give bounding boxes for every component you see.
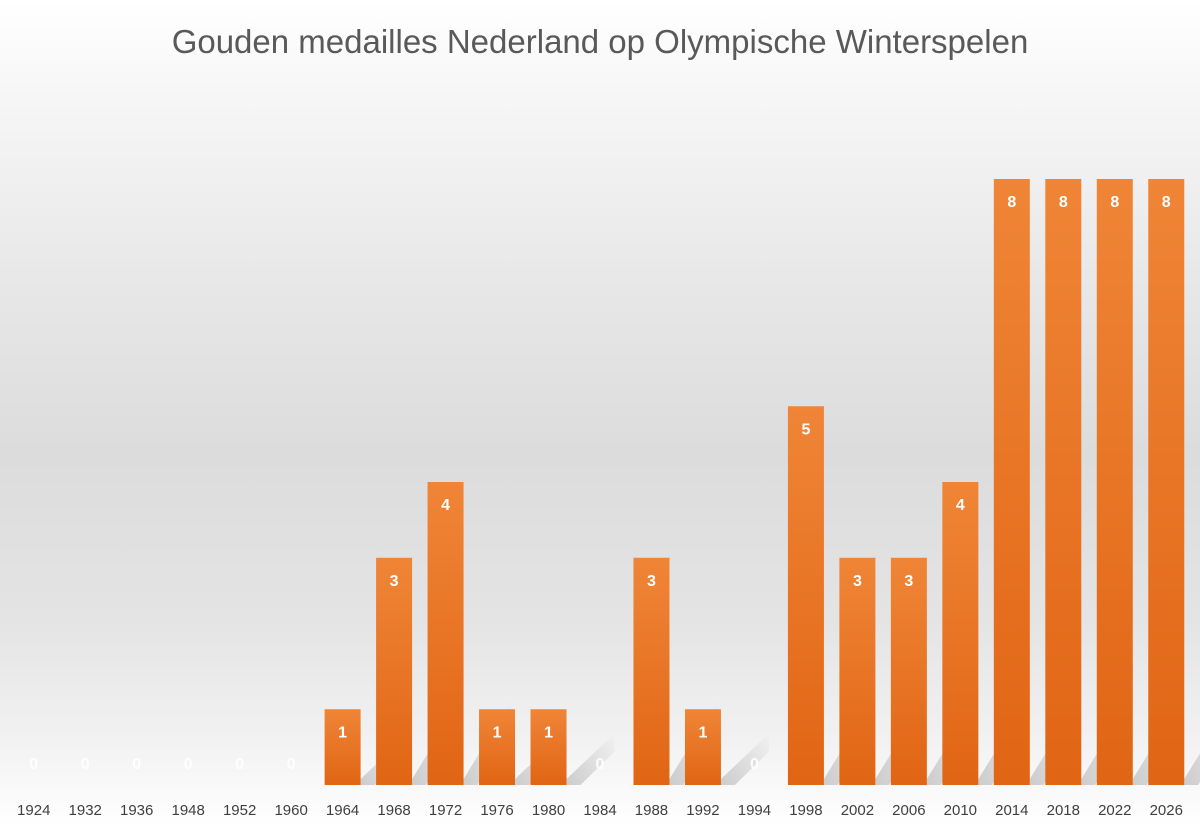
x-tick-2014: 2014: [995, 802, 1028, 819]
bar-1992: [684, 709, 721, 785]
bar-1976: [479, 709, 516, 785]
x-tick-2010: 2010: [944, 802, 977, 819]
data-label-1994: 0: [750, 756, 759, 773]
data-label-2014: 8: [1007, 194, 1016, 211]
x-tick-1994: 1994: [738, 802, 771, 819]
data-label-2026: 8: [1162, 194, 1171, 211]
data-label-1980: 1: [544, 724, 553, 741]
data-label-1972: 4: [441, 497, 450, 514]
x-tick-1972: 1972: [429, 802, 462, 819]
bar-1968: [376, 557, 413, 785]
data-label-1932: 0: [81, 756, 90, 773]
x-tick-1988: 1988: [635, 802, 668, 819]
x-tick-1964: 1964: [326, 802, 359, 819]
data-label-1924: 0: [29, 756, 38, 773]
bar-1980: [530, 709, 567, 785]
bar-2026: [1148, 179, 1185, 785]
x-tick-1952: 1952: [223, 802, 256, 819]
x-tick-1960: 1960: [274, 802, 307, 819]
data-label-2010: 4: [956, 497, 965, 514]
data-label-2002: 3: [853, 573, 862, 590]
data-label-1992: 1: [699, 724, 708, 741]
bar-1972: [427, 482, 464, 785]
data-label-2022: 8: [1110, 194, 1119, 211]
data-label-1968: 3: [390, 573, 399, 590]
x-tick-1992: 1992: [686, 802, 719, 819]
data-label-1984: 0: [596, 756, 605, 773]
data-label-1936: 0: [132, 756, 141, 773]
data-label-1998: 5: [801, 421, 810, 438]
x-tick-2022: 2022: [1098, 802, 1131, 819]
chart-title: Gouden medailles Nederland op Olympische…: [172, 23, 1029, 60]
x-tick-1998: 1998: [789, 802, 822, 819]
x-tick-2018: 2018: [1047, 802, 1080, 819]
bar-1988: [633, 557, 670, 785]
x-axis-tick-labels: 1924 1932 1936 1948 1952 1960 1964 1968 1972 1976…: [17, 802, 1183, 819]
x-tick-2026: 2026: [1150, 802, 1183, 819]
x-tick-1924: 1924: [17, 802, 50, 819]
bar-2006: [890, 557, 927, 785]
data-label-1976: 1: [493, 724, 502, 741]
x-tick-1968: 1968: [377, 802, 410, 819]
bar-shadow: [720, 733, 769, 785]
data-label-2018: 8: [1059, 194, 1068, 211]
bar-2022: [1096, 179, 1133, 785]
bar-2002: [839, 557, 876, 785]
bar-1964: [324, 709, 361, 785]
x-tick-2002: 2002: [841, 802, 874, 819]
data-labels: 0 0 0 0 0 0 1 3 4 1 1 0 3 1 0 5 3 3 4 8 8 8 8: [29, 194, 1171, 773]
data-label-1964: 1: [338, 724, 347, 741]
x-tick-1984: 1984: [583, 802, 616, 819]
x-tick-1948: 1948: [171, 802, 204, 819]
bar-1998: [787, 406, 824, 785]
x-tick-1980: 1980: [532, 802, 565, 819]
x-tick-1932: 1932: [69, 802, 102, 819]
x-tick-1936: 1936: [120, 802, 153, 819]
bar-shadow: [566, 733, 615, 785]
data-label-1952: 0: [235, 756, 244, 773]
bar-2018: [1045, 179, 1082, 785]
data-label-1988: 3: [647, 573, 656, 590]
data-label-1960: 0: [287, 756, 296, 773]
bars: [324, 179, 1185, 785]
data-label-1948: 0: [184, 756, 193, 773]
data-label-2006: 3: [904, 573, 913, 590]
x-tick-2006: 2006: [892, 802, 925, 819]
bar-2010: [942, 482, 979, 785]
bar-shadow: [1184, 753, 1200, 785]
bar-2014: [993, 179, 1030, 785]
x-tick-1976: 1976: [480, 802, 513, 819]
